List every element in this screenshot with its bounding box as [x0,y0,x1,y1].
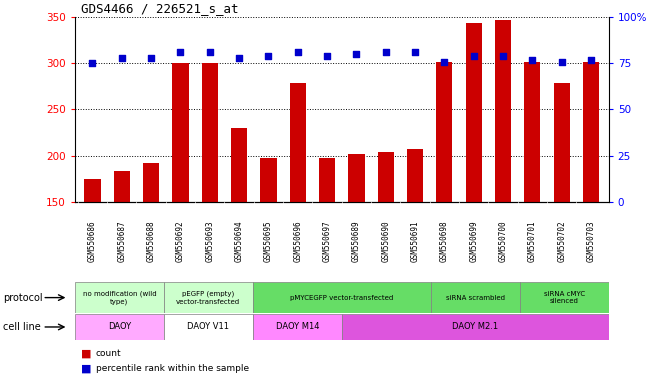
Text: GSM550696: GSM550696 [294,220,302,262]
Point [322,53,332,59]
Text: percentile rank within the sample: percentile rank within the sample [96,364,249,373]
Bar [524,63,540,340]
Bar [378,152,394,340]
Bar [431,282,519,313]
Bar [75,282,164,313]
Bar [342,314,609,340]
Text: no modification (wild
type): no modification (wild type) [83,290,156,305]
Text: GSM550697: GSM550697 [323,220,331,262]
Text: GSM550689: GSM550689 [352,220,361,262]
Bar [495,20,511,340]
Point [352,51,362,57]
Point [439,58,450,65]
Text: protocol: protocol [3,293,43,303]
Bar [465,23,482,340]
Bar [583,63,599,340]
Bar [114,171,130,340]
Bar [348,154,365,340]
Text: siRNA cMYC
silenced: siRNA cMYC silenced [544,291,585,305]
Point [146,55,156,61]
Text: GSM550698: GSM550698 [440,220,449,262]
Text: GSM550701: GSM550701 [528,220,537,262]
Point [527,56,538,63]
Bar [164,282,253,313]
Text: DAOY M14: DAOY M14 [275,323,319,331]
Text: GSM550688: GSM550688 [146,220,156,262]
Point [498,53,508,59]
Text: GSM550691: GSM550691 [411,220,420,262]
Text: GSM550686: GSM550686 [88,220,97,262]
Point [175,49,186,55]
Text: DAOY V11: DAOY V11 [187,323,229,331]
Bar [85,179,100,340]
Bar [260,158,277,340]
Bar [164,314,253,340]
Text: pEGFP (empty)
vector-transfected: pEGFP (empty) vector-transfected [176,291,240,305]
Bar [143,163,159,340]
Text: GSM550702: GSM550702 [557,220,566,262]
Point [586,56,596,63]
Bar [253,314,342,340]
Bar [407,149,423,340]
Text: pMYCEGFP vector-transfected: pMYCEGFP vector-transfected [290,295,393,301]
Point [87,60,98,66]
Text: GSM550699: GSM550699 [469,220,478,262]
Bar [202,63,218,340]
Text: GSM550694: GSM550694 [234,220,243,262]
Text: DAOY M2.1: DAOY M2.1 [452,323,498,331]
Point [292,49,303,55]
Text: GSM550703: GSM550703 [587,220,596,262]
Text: count: count [96,349,121,358]
Text: GDS4466 / 226521_s_at: GDS4466 / 226521_s_at [81,2,239,15]
Text: GSM550695: GSM550695 [264,220,273,262]
Text: GSM550687: GSM550687 [117,220,126,262]
Bar [319,158,335,340]
Point [410,49,421,55]
Bar [173,63,189,340]
Point [469,53,479,59]
Text: GSM550700: GSM550700 [499,220,508,262]
Point [381,49,391,55]
Text: DAOY: DAOY [108,323,131,331]
Bar [75,314,164,340]
Text: GSM550690: GSM550690 [381,220,390,262]
Text: ■: ■ [81,364,92,374]
Point [263,53,273,59]
Point [204,49,215,55]
Bar [519,282,609,313]
Bar [290,83,306,340]
Bar [436,63,452,340]
Text: cell line: cell line [3,322,41,332]
Text: ■: ■ [81,348,92,358]
Text: GSM550692: GSM550692 [176,220,185,262]
Point [557,58,567,65]
Bar [554,83,570,340]
Bar [253,282,431,313]
Text: siRNA scrambled: siRNA scrambled [446,295,505,301]
Point [117,55,127,61]
Text: GSM550693: GSM550693 [205,220,214,262]
Bar [231,128,247,340]
Point [234,55,244,61]
